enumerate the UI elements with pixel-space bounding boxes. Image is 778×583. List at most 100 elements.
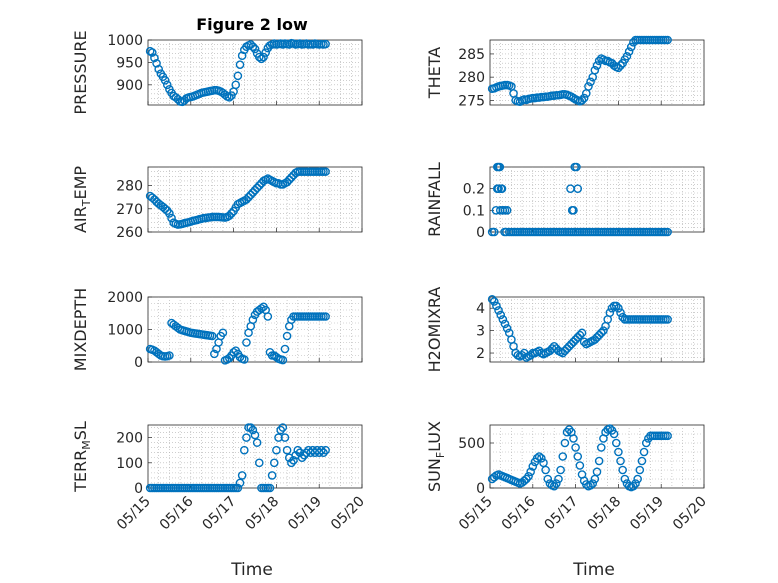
data-point bbox=[225, 211, 234, 221]
y-tick-label: 4 bbox=[476, 301, 485, 317]
data-point bbox=[165, 351, 174, 360]
data-point bbox=[528, 462, 538, 471]
data-point bbox=[579, 337, 589, 347]
data-point bbox=[278, 423, 288, 432]
data-point bbox=[246, 190, 256, 200]
data-point bbox=[594, 56, 604, 66]
y-tick-label: 275 bbox=[458, 93, 485, 109]
data-point bbox=[235, 478, 245, 488]
data-point bbox=[519, 476, 529, 486]
data-point bbox=[494, 184, 503, 193]
data-point bbox=[282, 445, 292, 455]
data-point bbox=[261, 48, 271, 57]
data-point bbox=[250, 185, 260, 195]
data-point bbox=[235, 60, 245, 69]
data-point bbox=[259, 52, 268, 62]
x-axis-label-right: Time bbox=[572, 560, 615, 580]
data-point bbox=[225, 353, 234, 363]
data-point bbox=[569, 206, 578, 215]
data-point bbox=[248, 425, 258, 435]
data-point bbox=[321, 445, 330, 455]
series-points bbox=[487, 424, 672, 492]
data-point bbox=[492, 301, 501, 311]
data-point bbox=[492, 162, 502, 172]
series-points bbox=[145, 167, 330, 229]
subplot-h2omixra: 2 3 4 H2OMIXRA bbox=[425, 287, 705, 373]
x-tick-label: 05/19 bbox=[285, 494, 325, 534]
data-point bbox=[494, 306, 503, 315]
data-point bbox=[497, 184, 507, 193]
data-point bbox=[244, 192, 253, 202]
x-axis-label-left: Time bbox=[230, 560, 273, 580]
data-point bbox=[620, 474, 630, 484]
data-point bbox=[569, 337, 578, 347]
data-point bbox=[594, 456, 604, 466]
data-point bbox=[579, 93, 589, 103]
data-point bbox=[633, 474, 642, 484]
data-point bbox=[233, 483, 243, 493]
data-point bbox=[590, 335, 600, 344]
data-point bbox=[495, 206, 505, 215]
data-point bbox=[590, 65, 600, 75]
data-point bbox=[282, 177, 292, 187]
y-tick-label: 285 bbox=[458, 47, 485, 63]
data-point bbox=[293, 445, 303, 455]
data-point bbox=[276, 425, 285, 435]
data-point bbox=[274, 433, 283, 442]
series-points bbox=[487, 162, 672, 237]
data-point bbox=[284, 175, 294, 185]
data-point bbox=[541, 465, 550, 475]
figure-title: Figure 2 low bbox=[196, 15, 308, 34]
x-tick-label: 05/17 bbox=[542, 494, 582, 534]
data-point bbox=[534, 452, 544, 461]
data-point bbox=[252, 183, 262, 193]
data-point bbox=[594, 330, 604, 340]
y-tick-label: 900 bbox=[116, 78, 143, 94]
subplot-sun: 0 500 05/15 05/16 05/17 05/18 05/19 05/20 SUNFLU… bbox=[425, 421, 710, 533]
data-point bbox=[167, 213, 176, 223]
data-point bbox=[160, 76, 170, 85]
data-point bbox=[267, 471, 277, 480]
data-point bbox=[489, 227, 499, 237]
data-point bbox=[229, 347, 238, 357]
data-point bbox=[616, 61, 625, 70]
x-tick-label: 05/18 bbox=[242, 494, 282, 534]
x-tick-label: 05/17 bbox=[200, 494, 240, 534]
data-point bbox=[237, 471, 247, 480]
series-points bbox=[487, 35, 672, 107]
data-point bbox=[588, 479, 598, 488]
data-point bbox=[558, 452, 568, 461]
y-axis-label: H2OMIXRA bbox=[425, 287, 444, 373]
y-axis-label: AIRTEMP bbox=[71, 166, 93, 233]
y-tick-label: 280 bbox=[116, 179, 143, 195]
data-point bbox=[235, 352, 245, 362]
data-point bbox=[321, 312, 330, 321]
data-point bbox=[287, 173, 296, 182]
data-point bbox=[616, 456, 625, 466]
data-point bbox=[532, 453, 542, 463]
data-point bbox=[242, 195, 251, 204]
y-tick-label: 950 bbox=[116, 55, 143, 71]
y-tick-label: 0 bbox=[134, 355, 143, 371]
data-point bbox=[321, 39, 330, 49]
data-point bbox=[586, 480, 595, 490]
data-point bbox=[280, 344, 290, 354]
data-point bbox=[496, 310, 506, 320]
data-point bbox=[554, 474, 563, 484]
data-point bbox=[207, 331, 217, 341]
data-point bbox=[549, 342, 559, 351]
y-tick-label: 0.1 bbox=[463, 203, 485, 219]
subplot-rainfall: 0 0.1 0.2 RAINFALL bbox=[425, 162, 705, 241]
data-point bbox=[252, 438, 262, 447]
data-point bbox=[663, 35, 672, 45]
y-tick-label: 100 bbox=[116, 456, 143, 472]
data-point bbox=[592, 333, 602, 342]
data-point bbox=[289, 455, 298, 465]
data-point bbox=[248, 315, 258, 325]
data-point bbox=[635, 465, 645, 475]
data-point bbox=[248, 188, 258, 197]
data-point bbox=[501, 227, 511, 237]
data-point bbox=[577, 96, 587, 105]
data-point bbox=[502, 324, 512, 333]
